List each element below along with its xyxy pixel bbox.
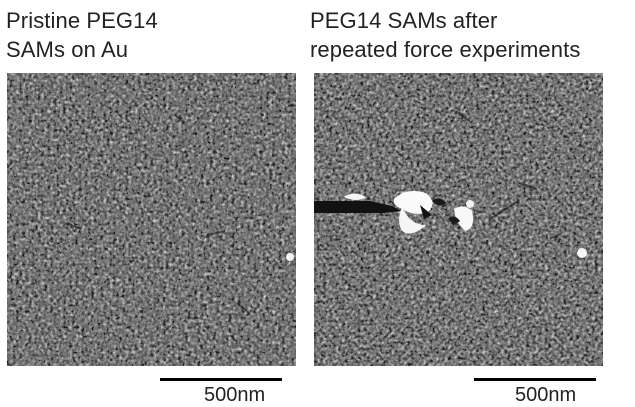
panel-title-after-force: PEG14 SAMs after repeated force experime… — [310, 6, 580, 64]
afm-image-pristine — [7, 73, 296, 366]
panel-title-line1: PEG14 SAMs after — [310, 8, 498, 33]
surface-dark-streaks — [66, 114, 250, 314]
bright-particle — [577, 248, 587, 258]
afm-image-after-force — [314, 73, 603, 366]
panel-title-pristine: Pristine PEG14 SAMs on Au — [6, 6, 158, 64]
panel-title-line2: SAMs on Au — [6, 37, 129, 62]
scale-bar-left — [160, 378, 282, 381]
damaged-region — [314, 191, 519, 234]
scale-bar-label-left: 500nm — [204, 384, 266, 406]
scale-bar-label-right: 500nm — [515, 384, 577, 406]
afm-surface-texture — [7, 73, 296, 366]
panel-title-line1: Pristine PEG14 — [6, 8, 158, 33]
bright-particle — [286, 253, 294, 261]
scale-bar-right — [474, 378, 596, 381]
surface-dark-streaks — [455, 110, 563, 240]
panel-title-line2: repeated force experiments — [310, 37, 581, 62]
